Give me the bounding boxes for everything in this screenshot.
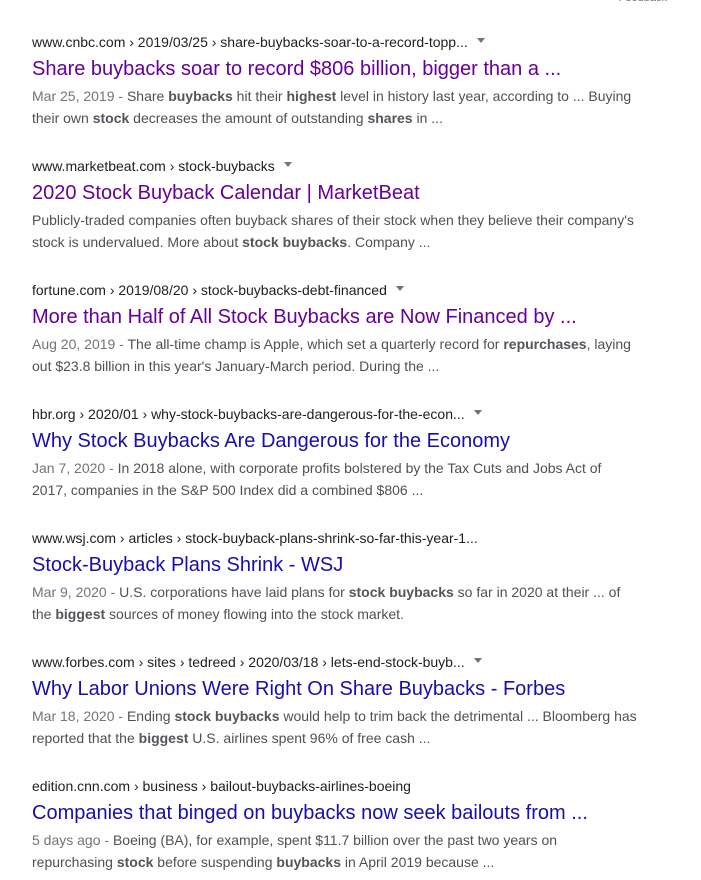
url-text[interactable]: www.cnbc.com › 2019/03/25 › share-buybac… [32,34,468,50]
result-title[interactable]: 2020 Stock Buyback Calendar | MarketBeat [32,182,420,204]
snippet-bold: highest [286,88,337,104]
snippet-bold: repurchases [503,336,587,352]
result-title[interactable]: Share buybacks soar to record $806 billi… [32,58,562,80]
feedback-link[interactable]: Feedback [619,0,667,4]
snippet-text: in ... [412,110,443,126]
search-result: edition.cnn.com › business › bailout-buy… [32,775,642,873]
snippet-text: Share [126,88,169,104]
snippet-text: Publicly-traded companies often buyback … [32,212,634,250]
url-text[interactable]: www.marketbeat.com › stock-buybacks [32,158,275,174]
result-date: Mar 18, 2020 - [32,708,124,724]
snippet-text: Ending [126,708,175,724]
search-result: www.wsj.com › articles › stock-buyback-p… [32,527,642,625]
snippet-text: Boeing (BA), for example, spent $11.7 bi… [32,832,558,870]
result-title[interactable]: More than Half of All Stock Buybacks are… [32,306,577,328]
snippet-bold: shares [367,110,413,126]
result-snippet: Publicly-traded companies often buyback … [32,209,637,253]
url-menu-arrow[interactable] [395,285,404,291]
search-result: fortune.com › 2019/08/20 › stock-buyback… [32,279,642,377]
result-snippet: Mar 18, 2020 - Ending stock buybacks wou… [32,705,637,749]
url-text[interactable]: edition.cnn.com › business › bailout-buy… [32,778,411,794]
search-result: www.marketbeat.com › stock-buybacks 2020 … [32,155,642,253]
snippet-text: hit their [232,88,287,104]
search-result: www.forbes.com › sites › tedreed › 2020/… [32,651,642,749]
result-title[interactable]: Why Stock Buybacks Are Dangerous for the… [32,430,510,452]
result-title[interactable]: Companies that binged on buybacks now se… [32,802,588,824]
snippet-text: level in history last year, according to… [32,88,632,126]
result-url: www.forbes.com › sites › tedreed › 2020/… [32,651,642,673]
snippet-text: U.S. corporations have laid plans for [119,584,349,600]
result-date: Jan 7, 2020 - [32,460,114,476]
snippet-text: before suspending [153,854,277,870]
result-date: Mar 9, 2020 - [32,584,116,600]
snippet-text: The all-time champ is Apple, which set a… [127,336,504,352]
result-date: Mar 25, 2019 - [32,88,124,104]
url-text[interactable]: www.wsj.com › articles › stock-buyback-p… [32,530,478,546]
snippet-bold: stock buybacks [174,708,280,724]
result-snippet: Mar 25, 2019 - Share buybacks hit their … [32,85,637,129]
result-snippet: Mar 9, 2020 - U.S. corporations have lai… [32,581,637,625]
search-result: hbr.org › 2020/01 › why-stock-buybacks-a… [32,403,642,501]
snippet-text: , laying out $23.8 billion in this year'… [32,336,631,374]
snippet-text: so far in 2020 at their ... of the [32,584,621,622]
result-url: hbr.org › 2020/01 › why-stock-buybacks-a… [32,403,642,425]
result-snippet: 5 days ago - Boeing (BA), for example, s… [32,829,637,873]
result-url: edition.cnn.com › business › bailout-buy… [32,775,642,797]
result-title[interactable]: Why Labor Unions Were Right On Share Buy… [32,678,566,700]
url-text[interactable]: fortune.com › 2019/08/20 › stock-buyback… [32,282,387,298]
url-menu-arrow[interactable] [473,409,482,415]
result-date: 5 days ago - [32,832,110,848]
snippet-bold: stock [92,110,130,126]
url-menu-arrow[interactable] [283,161,292,167]
snippet-bold: buybacks [276,854,341,870]
snippet-text: in April 2019 because ... [340,854,495,870]
result-url: www.cnbc.com › 2019/03/25 › share-buybac… [32,31,642,53]
search-result: www.cnbc.com › 2019/03/25 › share-buybac… [32,31,642,129]
result-url: www.wsj.com › articles › stock-buyback-p… [32,527,642,549]
snippet-bold: biggest [138,730,189,746]
url-menu-arrow[interactable] [473,657,482,663]
url-menu-arrow[interactable] [476,37,485,43]
snippet-bold: stock buybacks [348,584,454,600]
snippet-bold: biggest [55,606,106,622]
url-text[interactable]: www.forbes.com › sites › tedreed › 2020/… [32,654,465,670]
snippet-text: In 2018 alone, with corporate profits bo… [32,460,602,498]
result-snippet: Aug 20, 2019 - The all-time champ is App… [32,333,637,377]
result-snippet: Jan 7, 2020 - In 2018 alone, with corpor… [32,457,637,501]
url-text[interactable]: hbr.org › 2020/01 › why-stock-buybacks-a… [32,406,465,422]
snippet-text: sources of money flowing into the stock … [105,606,404,622]
snippet-text: decreases the amount of outstanding [129,110,368,126]
snippet-text: U.S. airlines spent 96% of free cash ... [188,730,431,746]
result-date: Aug 20, 2019 - [32,336,124,352]
snippet-bold: buybacks [168,88,233,104]
snippet-bold: stock buybacks [242,234,348,250]
result-url: fortune.com › 2019/08/20 › stock-buyback… [32,279,642,301]
snippet-text: . Company ... [347,234,431,250]
result-title[interactable]: Stock-Buyback Plans Shrink - WSJ [32,554,344,576]
snippet-bold: stock [116,854,154,870]
result-url: www.marketbeat.com › stock-buybacks [32,155,642,177]
snippet-text: would help to trim back the detrimental … [32,708,637,746]
